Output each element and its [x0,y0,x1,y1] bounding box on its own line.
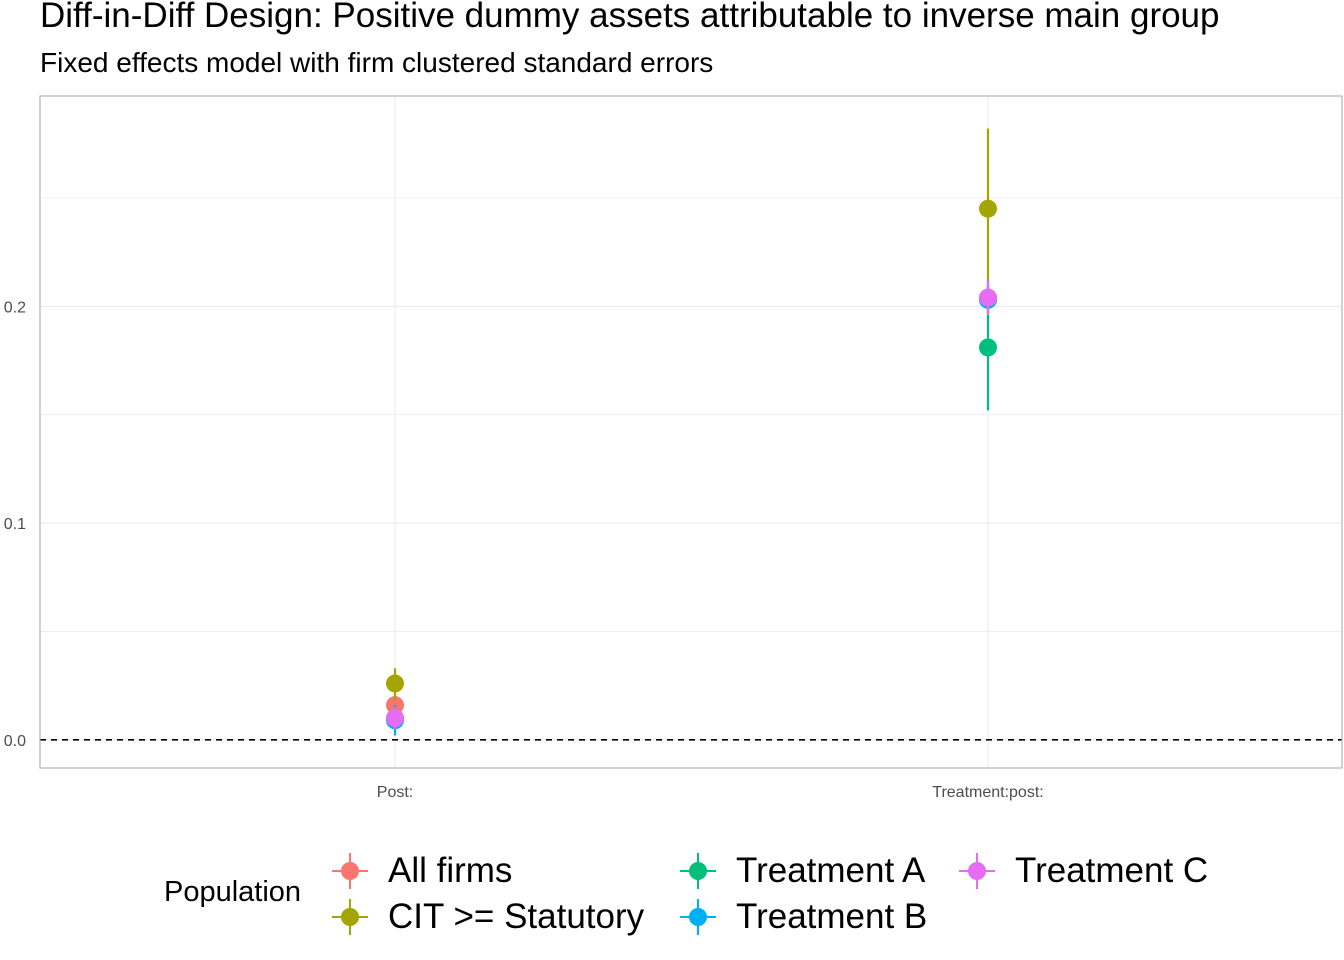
y-tick-label: 0.2 [4,299,26,316]
y-tick-label: 0.0 [4,733,26,750]
series-treatment-c [386,280,997,729]
legend-label: All firms [388,851,513,890]
legend-item: Treatment A [680,848,925,894]
plot-area: 0.0 0.1 0.2 Post: Treatment:post: [4,95,1343,801]
point-estimate [386,674,404,693]
panel-border [39,95,1343,769]
legend-title: Population [164,876,302,908]
legend-label: Treatment C [1015,851,1209,890]
legend-key-icon [959,848,995,894]
legend-key-icon [332,848,368,894]
legend-key-icon [680,848,716,894]
legend-label: Treatment B [736,897,928,936]
x-tick-label: Post: [377,784,413,801]
point-estimate [979,288,997,307]
grid-lines [40,96,1342,768]
legend-item: CIT >= Statutory [332,894,644,940]
chart-subtitle: Fixed effects model with firm clustered … [40,47,714,78]
axis-ticks: 0.0 0.1 0.2 Post: Treatment:post: [4,299,1044,801]
point-estimate [979,338,997,357]
legend-key-icon [680,894,716,940]
x-tick-label: Treatment:post: [932,784,1043,801]
legend-item: All firms [332,848,512,894]
legend-label: CIT >= Statutory [388,897,645,936]
legend-item: Treatment C [959,848,1208,894]
series-all-firms [386,286,997,716]
chart-title: Diff-in-Diff Design: Positive dummy asse… [40,0,1220,35]
legend: Population All firms CIT >= Statutory Trea… [0,845,1344,945]
series-cit-statutory [386,128,997,701]
series-treatment-a [386,284,997,732]
legend-key-icon [332,894,368,940]
legend-item: Treatment B [680,894,927,940]
point-estimate [386,709,404,728]
data-points [386,128,997,736]
point-estimate [979,199,997,218]
y-tick-label: 0.1 [4,516,26,533]
legend-label: Treatment A [736,851,926,890]
series-treatment-b [386,284,997,736]
